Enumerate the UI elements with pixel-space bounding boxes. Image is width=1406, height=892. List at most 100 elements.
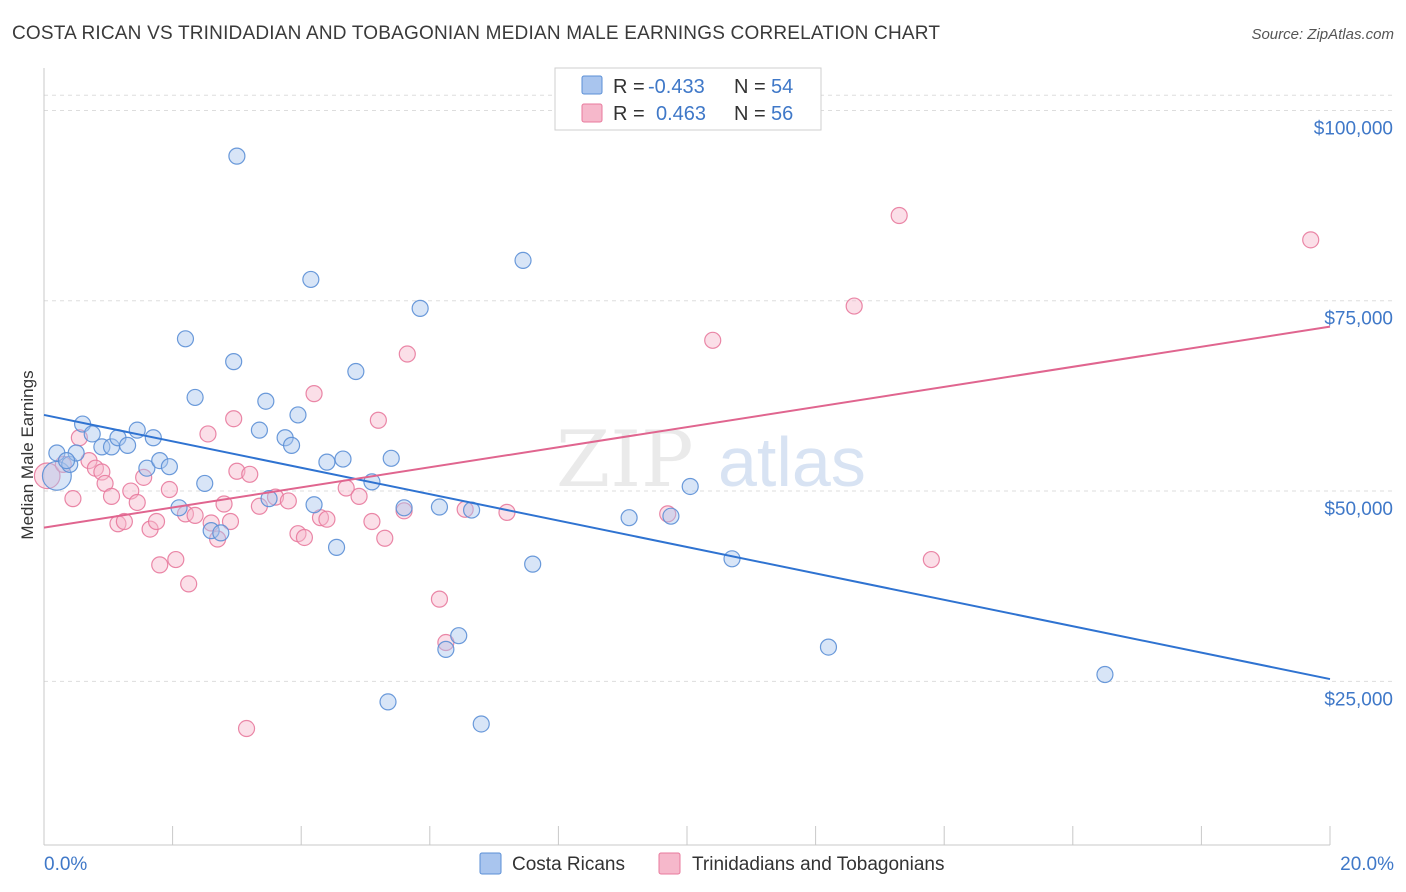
costa-rican-point	[282, 436, 301, 454]
trinidadian-point	[225, 410, 243, 428]
trinidadian-point	[186, 506, 204, 525]
series-legend: Costa Ricans Trinidadians and Tobagonian…	[479, 852, 944, 875]
costa-rican-point	[681, 477, 699, 496]
costa-rican-point	[305, 496, 323, 514]
costa-rican-point	[662, 507, 680, 525]
gridlines	[44, 94, 1394, 682]
source-label: Source: ZipAtlas.com	[1251, 26, 1394, 43]
legend-r-label-pink: R =	[613, 103, 645, 125]
trinidadian-point	[199, 425, 217, 443]
trinidadian-point	[180, 575, 198, 593]
trinidadian-point	[147, 512, 166, 531]
costa-rican-point	[225, 353, 243, 371]
trend-lines	[43, 325, 1331, 681]
legend-n-value-pink: 56	[771, 103, 793, 125]
costa-rican-point	[83, 425, 101, 443]
costa-rican-point	[93, 438, 111, 456]
series-trinidadians-points	[33, 206, 1320, 738]
x-tick-label-max: 20.0%	[1340, 854, 1394, 875]
trinidadian-point	[128, 493, 146, 512]
costa-rican-point	[212, 524, 230, 542]
trinidadian-point	[237, 719, 256, 738]
trinidadian-point	[241, 465, 259, 483]
legend-n-label-pink: N =	[734, 103, 766, 125]
costa-rican-point	[1096, 665, 1114, 684]
y-tick-label: $25,000	[1324, 689, 1393, 710]
costa-rican-point	[437, 640, 455, 658]
trinidadian-point	[279, 492, 297, 510]
trinidadian-point	[1302, 231, 1320, 249]
x-tick-marks	[43, 826, 1331, 845]
trinidadian-point	[160, 480, 178, 499]
costa-rican-point	[289, 406, 307, 424]
watermark-atlas: atlas	[718, 423, 866, 501]
costa-rican-point	[395, 499, 413, 517]
costa-ricans-trend-line	[43, 413, 1331, 681]
trinidadian-point	[376, 529, 394, 547]
trinidadian-point	[498, 503, 516, 521]
y-tick-labels: $25,000 $50,000 $75,000 $100,000	[1314, 118, 1393, 710]
legend-r-value-pink: 0.463	[656, 103, 706, 125]
costa-rican-point	[430, 498, 449, 516]
bottom-legend-swatch-costa-ricans	[479, 852, 502, 875]
costa-rican-point	[151, 451, 169, 470]
trinidadian-point	[350, 487, 368, 505]
legend-r-value-blue: -0.433	[648, 76, 705, 98]
trinidadian-point	[167, 550, 185, 569]
trinidadian-point	[305, 385, 323, 403]
chart-title: COSTA RICAN VS TRINIDADIAN AND TOBAGONIA…	[12, 23, 940, 44]
costa-rican-point	[318, 453, 336, 471]
trinidadian-point	[363, 512, 381, 531]
y-tick-label: $75,000	[1324, 309, 1393, 330]
trinidadian-point	[33, 462, 61, 490]
trinidadian-point	[890, 206, 908, 225]
costa-rican-point	[379, 693, 397, 711]
trinidadian-point	[151, 556, 169, 574]
trinidadian-point	[228, 462, 246, 480]
costa-rican-point	[250, 421, 269, 439]
trinidadian-point	[430, 590, 449, 608]
trinidadian-point	[64, 490, 82, 508]
y-tick-label: $100,000	[1314, 118, 1393, 139]
series-costa-ricans-points	[41, 147, 1114, 733]
costa-rican-point	[723, 550, 741, 568]
legend-swatch-pink	[581, 103, 603, 123]
legend-n-label-blue: N =	[734, 76, 766, 98]
bottom-legend-costa-ricans: Costa Ricans	[512, 854, 625, 875]
legend-n-value-blue: 54	[771, 76, 793, 98]
costa-rican-point	[176, 330, 195, 348]
costa-rican-point	[228, 147, 246, 165]
costa-rican-point	[118, 436, 137, 454]
legend-r-label-blue: R =	[613, 76, 645, 98]
trinidadian-point	[369, 411, 387, 429]
costa-rican-point	[514, 251, 532, 270]
costa-rican-point	[160, 458, 178, 476]
costa-rican-point	[347, 362, 365, 381]
trinidadians-trend-line	[43, 325, 1331, 529]
y-tick-label: $50,000	[1324, 499, 1393, 520]
trinidadian-point	[845, 297, 863, 315]
costa-rican-point	[327, 538, 346, 556]
trinidadian-point	[102, 487, 121, 505]
trinidadian-point	[135, 468, 153, 486]
legend-swatch-blue	[581, 75, 603, 95]
costa-rican-point	[57, 451, 76, 470]
bottom-legend-swatch-trinidadians	[658, 852, 681, 875]
costa-rican-point	[382, 449, 400, 467]
costa-rican-point	[196, 474, 214, 493]
costa-rican-point	[302, 270, 320, 289]
trinidadian-point	[115, 512, 133, 531]
trinidadian-point	[922, 550, 940, 569]
costa-rican-point	[524, 555, 542, 573]
trinidadian-point	[398, 345, 416, 363]
costa-rican-point	[257, 392, 275, 410]
costa-rican-point	[186, 388, 204, 407]
trinidadian-point	[266, 488, 285, 506]
costa-rican-point	[411, 299, 429, 317]
costa-rican-point	[620, 509, 638, 527]
x-tick-label-min: 0.0%	[44, 854, 87, 875]
costa-rican-point	[819, 638, 838, 656]
trinidadian-point	[221, 512, 240, 531]
